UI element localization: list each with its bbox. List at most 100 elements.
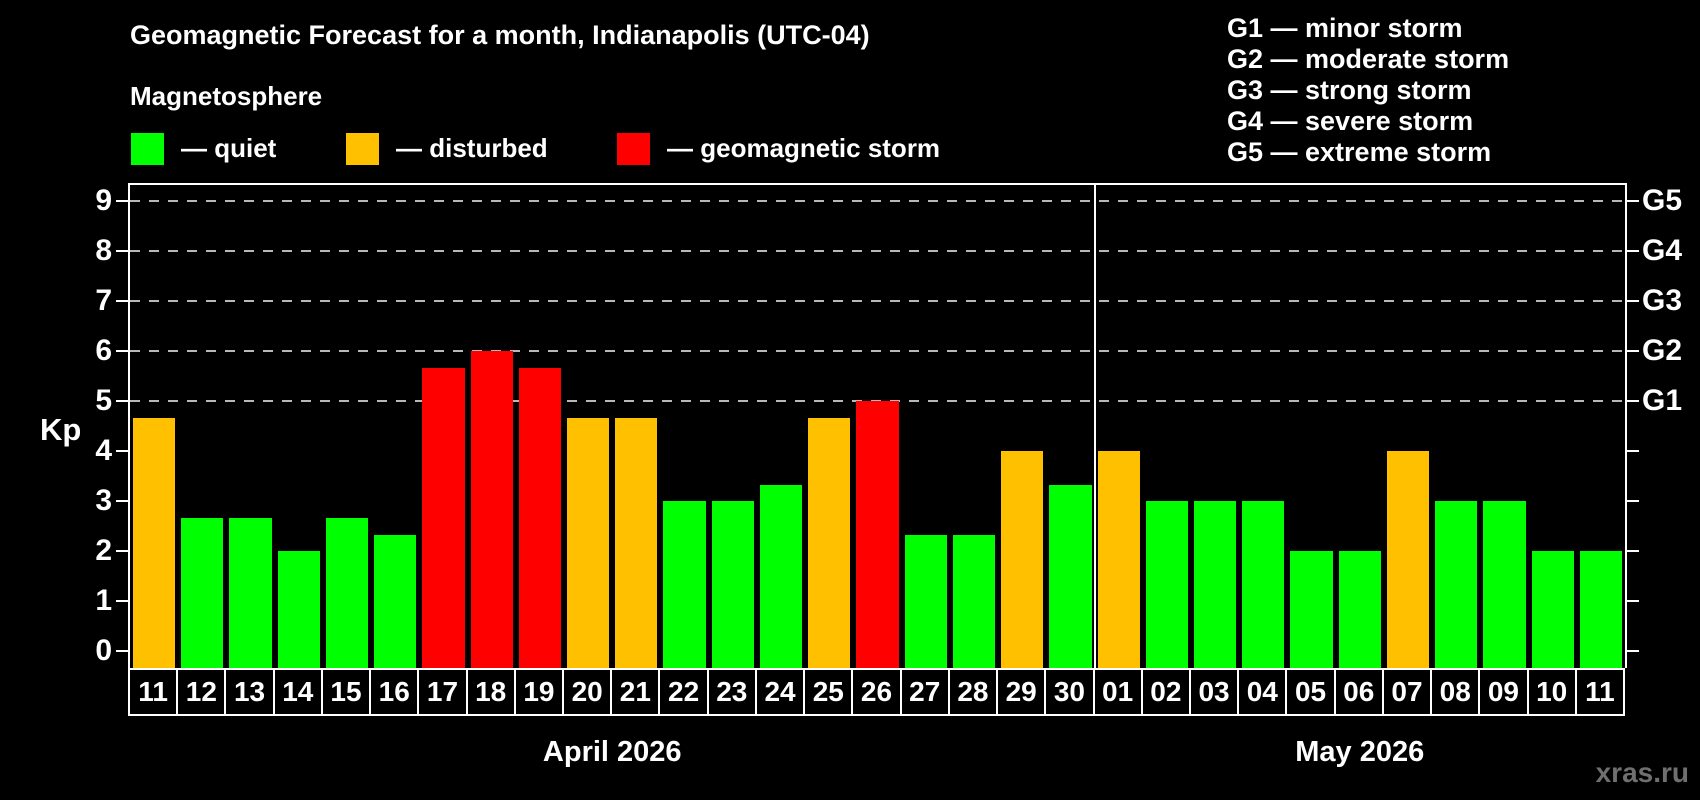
day-label-april-14: 14 xyxy=(272,668,323,716)
y-tick-label-4: 4 xyxy=(95,434,112,467)
quiet-color-swatch xyxy=(131,132,164,165)
g-scale-legend-line: G2 — moderate storm xyxy=(1227,44,1510,74)
legend-title: Magnetosphere xyxy=(130,81,323,111)
y-tick-label-5: 5 xyxy=(95,384,112,417)
kp-bar-may-10 xyxy=(1531,551,1574,668)
day-label-may-06: 06 xyxy=(1333,668,1384,716)
legend-item-label: — quiet xyxy=(181,133,277,163)
day-label-april-22: 22 xyxy=(658,668,709,716)
right-tick-2 xyxy=(1627,550,1639,552)
kp-bar-april-13 xyxy=(229,517,272,668)
day-label-may-01: 01 xyxy=(1092,668,1143,716)
day-label-may-09: 09 xyxy=(1478,668,1529,716)
right-tick-6 xyxy=(1627,350,1639,352)
y-tick-label-6: 6 xyxy=(95,334,112,367)
right-axis-line xyxy=(1625,183,1627,668)
gridline-kp8 xyxy=(130,250,1625,252)
month-divider-line xyxy=(1093,183,1096,668)
y-tick-1 xyxy=(116,600,128,602)
day-label-april-30: 30 xyxy=(1044,668,1095,716)
kp-bar-april-20 xyxy=(567,417,610,668)
kp-bar-may-08 xyxy=(1435,501,1478,668)
y-tick-label-7: 7 xyxy=(95,284,112,317)
y-axis-line xyxy=(128,183,130,668)
watermark: xras.ru xyxy=(1595,757,1689,788)
month-label-1: May 2026 xyxy=(1295,736,1425,768)
gridline-kp7 xyxy=(130,300,1625,302)
day-label-april-27: 27 xyxy=(899,668,950,716)
right-tick-0 xyxy=(1627,650,1639,652)
g-scale-legend-line: G5 — extreme storm xyxy=(1227,137,1492,167)
g-scale-legend-line: G3 — strong storm xyxy=(1227,75,1472,105)
y-tick-2 xyxy=(116,550,128,552)
y-tick-label-2: 2 xyxy=(95,534,112,567)
right-tick-1 xyxy=(1627,600,1639,602)
chart-title: Geomagnetic Forecast for a month, Indian… xyxy=(130,20,870,50)
kp-bar-april-26 xyxy=(856,401,899,668)
kp-bar-april-29 xyxy=(1001,451,1044,668)
right-tick-4 xyxy=(1627,450,1639,452)
g-scale-legend-line: G4 — severe storm xyxy=(1227,106,1474,136)
y-tick-label-0: 0 xyxy=(95,634,112,667)
kp-bar-april-11 xyxy=(133,417,176,668)
kp-bar-may-07 xyxy=(1386,451,1430,668)
y-tick-label-3: 3 xyxy=(95,484,112,517)
gridline-kp9 xyxy=(130,200,1625,202)
kp-bar-april-17 xyxy=(422,367,465,668)
g-scale-legend-line: G1 — minor storm xyxy=(1227,13,1463,43)
y-axis-title: Kp xyxy=(40,412,82,447)
kp-bar-april-16 xyxy=(374,534,417,668)
y-tick-label-1: 1 xyxy=(95,584,112,617)
legend-item-label: — geomagnetic storm xyxy=(667,133,941,163)
day-label-may-05: 05 xyxy=(1285,668,1336,716)
kp-bar-april-18 xyxy=(470,351,513,668)
y-tick-6 xyxy=(116,350,128,352)
month-label-0: April 2026 xyxy=(542,736,682,768)
day-label-april-20: 20 xyxy=(562,668,613,716)
right-tick-8 xyxy=(1627,250,1639,252)
day-label-may-11: 11 xyxy=(1574,668,1625,716)
day-label-row: 11 12 13 14 15 16 17 18 19 20 21 22 23 24 25 26 27 28 29 30… xyxy=(128,668,1629,716)
kp-bar-april-23 xyxy=(711,501,754,668)
kp-bar-april-24 xyxy=(759,484,803,668)
day-label-april-11: 11 xyxy=(128,668,179,716)
kp-bar-april-19 xyxy=(518,367,562,668)
kp-bar-april-15 xyxy=(325,517,369,668)
day-label-april-29: 29 xyxy=(996,668,1047,716)
g-level-label-g1: G1 xyxy=(1642,384,1683,417)
kp-bar-april-21 xyxy=(615,417,658,668)
y-tick-8 xyxy=(116,250,128,252)
y-tick-label-9: 9 xyxy=(95,184,112,217)
y-tick-7 xyxy=(116,300,128,302)
day-label-april-25: 25 xyxy=(803,668,854,716)
kp-bar-april-14 xyxy=(277,551,320,668)
storm-color-swatch xyxy=(617,132,650,165)
kp-bar-may-02 xyxy=(1145,501,1188,668)
day-label-april-17: 17 xyxy=(417,668,468,716)
legend-item-disturbed: — disturbed xyxy=(346,132,548,165)
y-tick-5 xyxy=(116,400,128,402)
y-tick-9 xyxy=(116,200,128,202)
y-tick-0 xyxy=(116,650,128,652)
g-scale-legend: G1 — minor storm G2 — moderate storm G3 … xyxy=(1227,13,1509,168)
right-tick-9 xyxy=(1627,200,1639,202)
day-label-april-18: 18 xyxy=(465,668,516,716)
day-label-april-21: 21 xyxy=(610,668,661,716)
y-tick-3 xyxy=(116,500,128,502)
kp-bar-may-04 xyxy=(1242,501,1285,668)
day-label-april-28: 28 xyxy=(947,668,999,716)
kp-bar-may-03 xyxy=(1193,501,1237,668)
kp-bar-may-06 xyxy=(1338,551,1381,668)
kp-bar-april-22 xyxy=(663,501,706,668)
g-level-label-g2: G2 xyxy=(1642,334,1683,367)
day-label-april-19: 19 xyxy=(513,668,565,716)
legend-item-quiet: — quiet xyxy=(131,132,276,165)
kp-bar-may-11 xyxy=(1579,551,1622,668)
kp-bar-may-01 xyxy=(1097,451,1140,668)
day-label-april-23: 23 xyxy=(706,668,757,716)
g-level-label-g5: G5 xyxy=(1642,184,1683,217)
kp-bar-may-05 xyxy=(1290,551,1333,668)
y-tick-4 xyxy=(116,450,128,452)
day-label-april-13: 13 xyxy=(224,668,275,716)
